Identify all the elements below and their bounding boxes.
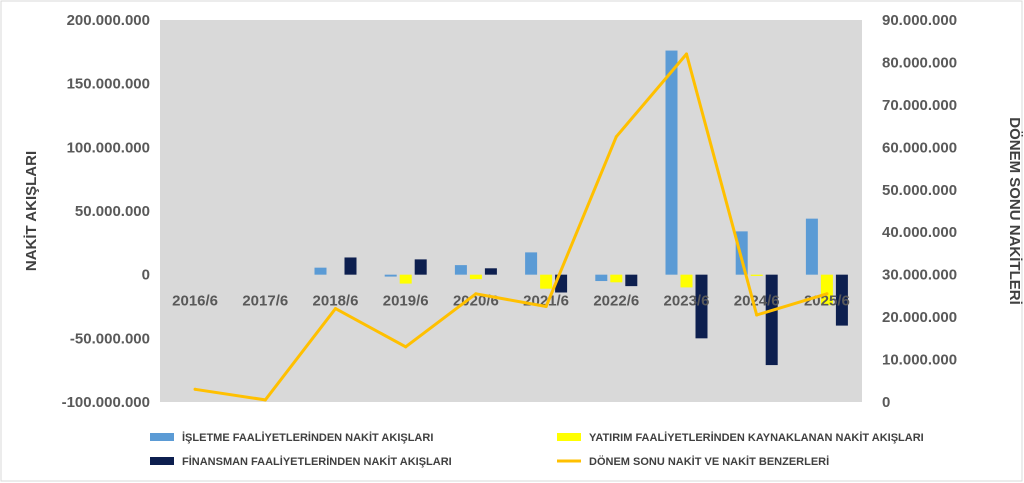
bar-s1-2019/6 bbox=[384, 274, 397, 277]
y-axis-right-title: DÖNEM SONU NAKİTLERİ bbox=[1006, 117, 1023, 305]
category-label-2016/6: 2016/6 bbox=[172, 293, 218, 310]
bar-s3-2025/6 bbox=[835, 274, 848, 326]
y-axis-left-title: NAKİT AKIŞLARI bbox=[23, 151, 40, 271]
category-label-2017/6: 2017/6 bbox=[242, 293, 288, 310]
left-tick-label: 0 bbox=[142, 267, 150, 284]
legend-swatch-3 bbox=[150, 457, 174, 465]
line-series-1 bbox=[193, 52, 829, 402]
right-tick-label: 20.000.000 bbox=[882, 309, 957, 326]
line-point-2019/6 bbox=[404, 345, 408, 349]
line-layer bbox=[193, 52, 829, 402]
legend-label-1: İŞLETME FAALİYETLERİNDEN NAKİT AKIŞLARI bbox=[182, 431, 433, 444]
legend-label-3: FİNANSMAN FAALİYETLERİNDEN NAKİT AKIŞLAR… bbox=[182, 455, 452, 468]
category-label-2022/6: 2022/6 bbox=[593, 293, 639, 310]
right-tick-label: 30.000.000 bbox=[882, 267, 957, 284]
bar-s2-2020/6 bbox=[469, 274, 482, 280]
line-point-2020/6 bbox=[474, 292, 478, 296]
left-tick-label: -50.000.000 bbox=[70, 330, 150, 347]
bar-s2-2019/6 bbox=[399, 274, 412, 284]
legend-label-2: YATIRIM FAALİYETLERİNDEN KAYNAKLANAN NAK… bbox=[589, 431, 924, 444]
right-tick-label: 40.000.000 bbox=[882, 224, 957, 241]
right-tick-label: 60.000.000 bbox=[882, 139, 957, 156]
left-tick-label: 200.000.000 bbox=[67, 12, 150, 29]
left-tick-label: 50.000.000 bbox=[75, 203, 150, 220]
line-point-2021/6 bbox=[544, 305, 548, 308]
line-point-2018/6 bbox=[334, 307, 337, 311]
plot-area bbox=[160, 20, 862, 402]
line-point-2017/6 bbox=[263, 398, 267, 402]
bar-s1-2020/6 bbox=[454, 265, 467, 275]
left-tick-label: 100.000.000 bbox=[67, 139, 150, 156]
bar-s2-2023/6 bbox=[680, 274, 693, 288]
right-tick-label: 70.000.000 bbox=[882, 97, 957, 114]
left-tick-label: 150.000.000 bbox=[67, 76, 150, 93]
bar-s1-2023/6 bbox=[665, 50, 678, 275]
category-label-2024/6: 2024/6 bbox=[734, 293, 780, 310]
legend-swatch-2 bbox=[557, 433, 581, 441]
right-axis-ticks: 90.000.000 80.000.000 70.000.000 60.000.000… bbox=[882, 12, 957, 411]
bar-s1-2024/6 bbox=[735, 231, 748, 275]
legend-swatch-1 bbox=[150, 433, 174, 441]
bar-s3-2023/6 bbox=[695, 274, 708, 339]
bar-s3-2019/6 bbox=[414, 259, 427, 275]
category-label-2023/6: 2023/6 bbox=[664, 293, 710, 310]
bar-s1-2022/6 bbox=[595, 274, 608, 282]
bar-s1-2025/6 bbox=[805, 218, 818, 275]
right-tick-label: 90.000.000 bbox=[882, 12, 957, 29]
bar-s2-2024/6 bbox=[750, 274, 763, 276]
left-tick-label: -100.000.000 bbox=[62, 394, 150, 411]
bar-s3-2020/6 bbox=[484, 268, 497, 275]
right-tick-label: 50.000.000 bbox=[882, 182, 957, 199]
legend: İŞLETME FAALİYETLERİNDEN NAKİT AKIŞLARI Y… bbox=[150, 431, 924, 468]
right-tick-label: 80.000.000 bbox=[882, 54, 957, 71]
bar-s3-2024/6 bbox=[765, 274, 778, 366]
legend-label-4: DÖNEM SONU NAKİT VE NAKİT BENZERLERİ bbox=[589, 455, 829, 468]
line-point-2024/6 bbox=[755, 313, 759, 317]
right-tick-label: 0 bbox=[882, 394, 890, 411]
bar-s1-2021/6 bbox=[525, 252, 538, 275]
bar-s3-2018/6 bbox=[344, 257, 357, 275]
bar-s2-2022/6 bbox=[610, 274, 623, 283]
line-point-2023/6 bbox=[685, 52, 688, 56]
left-axis-ticks: 200.000.000 150.000.000 100.000.000 50.000.… bbox=[62, 12, 150, 411]
line-point-2022/6 bbox=[614, 135, 618, 139]
right-tick-label: 10.000.000 bbox=[882, 352, 957, 369]
line-point-2016/6 bbox=[193, 387, 197, 391]
line-point-2025/6 bbox=[825, 292, 829, 296]
bar-s3-2022/6 bbox=[625, 274, 638, 287]
bar-s1-2018/6 bbox=[314, 267, 327, 275]
bar-s2-2025/6 bbox=[820, 274, 833, 306]
category-label-2019/6: 2019/6 bbox=[383, 293, 429, 310]
category-label-2018/6: 2018/6 bbox=[313, 293, 359, 310]
bar-s2-2021/6 bbox=[540, 274, 553, 289]
